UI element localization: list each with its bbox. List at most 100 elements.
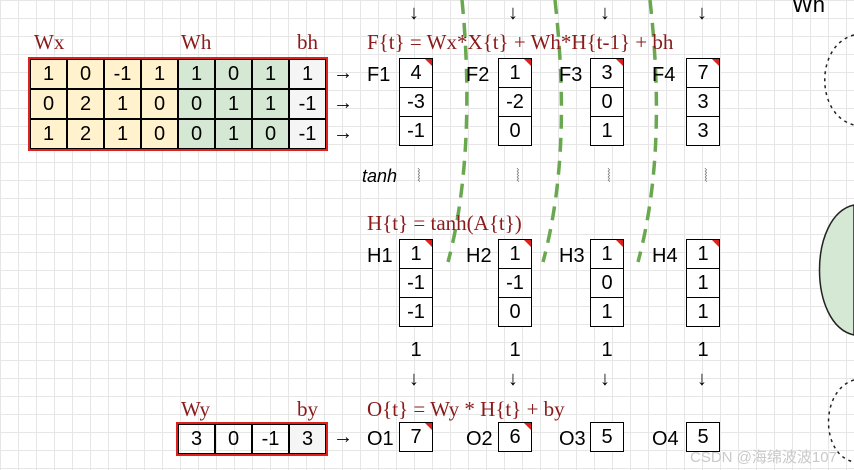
h-vector-extra: 1: [601, 339, 613, 361]
weights-cell: 0: [141, 89, 178, 119]
h-vector-cell: 1: [590, 239, 624, 269]
down-arrow-top-3: ↓: [600, 2, 610, 24]
down-arrow-bottom-1: ↓: [409, 368, 419, 390]
f-vector-cell: 1: [590, 116, 624, 146]
o-equation: O{t} = Wy * H{t} + by: [367, 397, 565, 421]
o-vector-cell: 5: [686, 422, 720, 452]
weights-cell: 1: [30, 59, 67, 89]
h-vector-label: H1: [367, 245, 393, 267]
wy-cell: -1: [252, 424, 289, 454]
h-vector-cell: 0: [590, 268, 624, 298]
squiggle-3: ⦚: [607, 166, 611, 186]
h-vector-label: H2: [466, 245, 492, 267]
wh-label: Wh: [181, 30, 212, 54]
h-vector-cell: 1: [686, 239, 720, 269]
f-vector-cell: -1: [399, 116, 433, 146]
wy-cell: 3: [289, 424, 326, 454]
f-vector-cell: -3: [399, 87, 433, 117]
down-arrow-bottom-3: ↓: [600, 368, 610, 390]
wy-matrix: 3 0 -1 3: [176, 422, 328, 456]
o-vector: 6: [498, 422, 532, 452]
weights-cell: 1: [215, 119, 252, 149]
weights-cell: -1: [289, 119, 326, 149]
f-vector-cell: 4: [399, 58, 433, 88]
h-vector: 1 -1 -1: [399, 239, 433, 327]
o-vector-label: O1: [367, 428, 394, 450]
o-vector-cell: 5: [590, 422, 624, 452]
f-vector-cell: 3: [686, 87, 720, 117]
h-vector-cell: 1: [590, 297, 624, 327]
weights-cell: 1: [30, 119, 67, 149]
dashed-curve-2: [541, 0, 564, 263]
weights-cell: -1: [289, 89, 326, 119]
down-arrow-top-1: ↓: [409, 2, 419, 24]
h-vector-cell: 1: [686, 268, 720, 298]
weights-cell: 0: [178, 119, 215, 149]
f-vector-label: F3: [559, 64, 583, 86]
h-vector-extra: 1: [410, 339, 422, 361]
row-arrow-1: →: [333, 62, 353, 84]
weights-cell: 0: [215, 59, 252, 89]
squiggle-1: ⦚: [417, 166, 421, 186]
weights-cell: 1: [104, 119, 141, 149]
f-vector: 1 -2 0: [498, 58, 532, 146]
h-vector-extra: 1: [509, 339, 521, 361]
weights-cell: 0: [30, 89, 67, 119]
tanh-label: tanh: [362, 166, 398, 186]
top-right-label: Wh: [792, 0, 825, 17]
h-equation: H{t} = tanh(A{t}): [367, 211, 522, 235]
h-vector-cell: 0: [498, 297, 532, 327]
o-vector: 7: [399, 422, 433, 452]
down-arrow-bottom-2: ↓: [508, 368, 518, 390]
f-vector-cell: 0: [590, 87, 624, 117]
row-arrow-2: →: [333, 92, 353, 114]
f-vector-cell: 1: [498, 58, 532, 88]
wy-cell: 0: [215, 424, 252, 454]
f-vector-cell: 3: [590, 58, 624, 88]
weights-cell: 0: [252, 119, 289, 149]
weights-cell: 1: [215, 89, 252, 119]
o-vector-cell: 6: [498, 422, 532, 452]
h-vector-label: H4: [652, 245, 678, 267]
h-vector-cell: 1: [686, 297, 720, 327]
o-vector: 5: [590, 422, 624, 452]
weights-cell: 0: [178, 89, 215, 119]
weights-matrix: 1 0 -1 1 1 0 1 1 0 2 1 0 0 1 1 -1 1 2 1 0 0 1 0 -1: [28, 57, 328, 151]
dashed-curve-3: [636, 0, 659, 263]
f-vector-cell: 0: [498, 116, 532, 146]
watermark: CSDN @海绵波波107: [690, 449, 837, 466]
h-vector-cell: -1: [399, 297, 433, 327]
h-vector-label: H3: [559, 245, 585, 267]
squiggle-4: ⦚: [704, 166, 708, 186]
by-label: by: [297, 397, 318, 421]
f-vector-cell: 7: [686, 58, 720, 88]
weights-cell: 2: [67, 89, 104, 119]
h-vector-cell: -1: [498, 268, 532, 298]
dashed-circle-bottom: [827, 379, 854, 463]
f-vector-label: F1: [367, 64, 391, 86]
weights-cell: 0: [67, 59, 104, 89]
bh-label: bh: [297, 30, 318, 54]
weights-cell: 1: [252, 89, 289, 119]
h-vector-cell: 1: [399, 239, 433, 269]
down-arrow-top-4: ↓: [697, 2, 707, 24]
f-vector-cell: 3: [686, 116, 720, 146]
weights-cell: 1: [178, 59, 215, 89]
down-arrow-top-2: ↓: [508, 2, 518, 24]
weights-cell: 2: [67, 119, 104, 149]
weights-cell: 0: [141, 119, 178, 149]
o-vector-label: O2: [466, 428, 493, 450]
weights-cell: 1: [141, 59, 178, 89]
dashed-circle-top: [824, 34, 854, 126]
o-vector-label: O4: [652, 428, 679, 450]
weights-cell: -1: [104, 59, 141, 89]
o-vector-cell: 7: [399, 422, 433, 452]
h-vector-cell: 1: [498, 239, 532, 269]
wy-arrow: →: [333, 426, 353, 448]
h-vector-extra: 1: [697, 339, 709, 361]
